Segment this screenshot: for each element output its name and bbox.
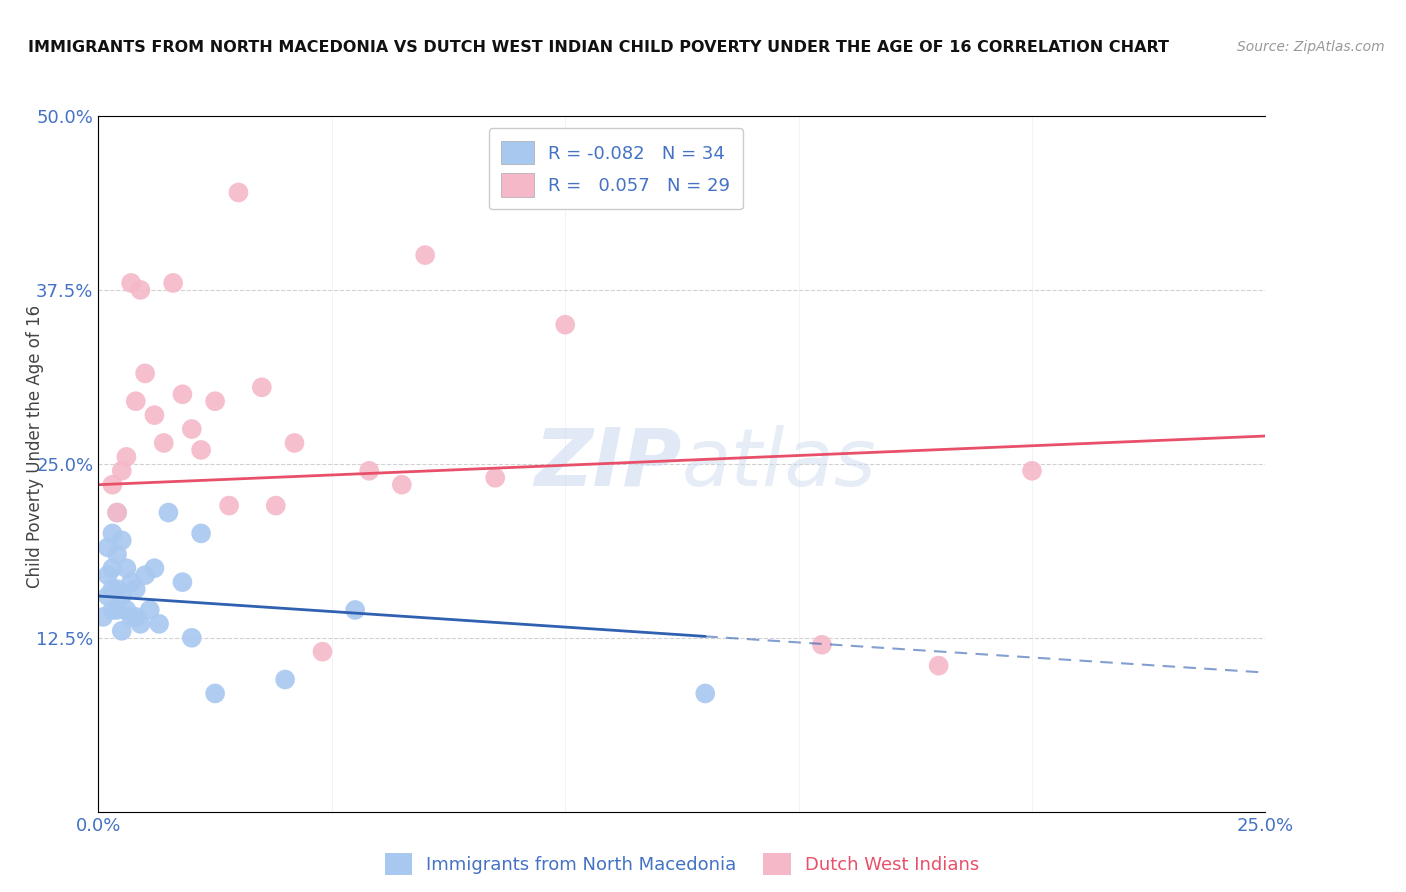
Point (695, 686, 717, 700)
Point (111, 464, 134, 478)
Text: Source: ZipAtlas.com: Source: ZipAtlas.com (1237, 40, 1385, 54)
Point (250, 380, 273, 394)
Point (554, 318, 576, 332)
Point (484, 471, 506, 485)
Point (120, 276, 142, 290)
Point (157, 506, 180, 520)
Point (143, 408, 166, 422)
Point (391, 477, 413, 491)
Point (204, 394, 226, 409)
Point (190, 442, 212, 457)
Point (180, 631, 202, 645)
Point (204, 686, 226, 700)
Point (344, 603, 367, 617)
Point (91, 610, 114, 624)
Point (105, 506, 128, 520)
Point (1021, 464, 1043, 478)
Point (359, 464, 381, 478)
Point (143, 561, 166, 575)
Point (139, 603, 162, 617)
Point (134, 568, 156, 582)
Point (120, 610, 142, 624)
Point (283, 436, 305, 450)
Point (172, 387, 194, 401)
Point (413, 248, 436, 262)
Point (105, 582, 128, 596)
Text: atlas: atlas (682, 425, 877, 503)
Point (125, 582, 148, 596)
Point (101, 477, 124, 491)
Point (105, 506, 128, 520)
Point (228, 186, 250, 200)
Point (111, 533, 134, 548)
Point (115, 603, 138, 617)
Point (101, 582, 124, 596)
Point (264, 499, 287, 513)
Text: Child Poverty Under the Age of 16: Child Poverty Under the Age of 16 (27, 304, 44, 588)
Point (111, 589, 134, 603)
Point (115, 450, 138, 464)
Point (97, 568, 120, 582)
Point (120, 575, 142, 590)
Point (101, 603, 124, 617)
Point (274, 673, 297, 687)
Point (97, 589, 120, 603)
Point (125, 610, 148, 624)
Point (115, 561, 138, 575)
Point (162, 276, 184, 290)
Point (129, 616, 152, 631)
Point (129, 283, 152, 297)
Point (180, 422, 202, 436)
Point (111, 624, 134, 638)
Point (811, 638, 834, 652)
Text: IMMIGRANTS FROM NORTH MACEDONIA VS DUTCH WEST INDIAN CHILD POVERTY UNDER THE AGE: IMMIGRANTS FROM NORTH MACEDONIA VS DUTCH… (28, 40, 1170, 55)
Point (152, 436, 174, 450)
Point (97, 541, 120, 555)
Point (311, 645, 333, 659)
Point (148, 616, 170, 631)
Legend: Immigrants from North Macedonia, Dutch West Indians: Immigrants from North Macedonia, Dutch W… (377, 847, 987, 883)
Point (105, 603, 128, 617)
Point (218, 499, 240, 513)
Point (134, 367, 156, 381)
Point (105, 547, 128, 561)
Point (190, 526, 212, 541)
Point (101, 561, 124, 575)
Point (101, 526, 124, 541)
Text: ZIP: ZIP (534, 425, 682, 503)
Point (928, 658, 950, 673)
Point (172, 575, 194, 590)
Point (125, 394, 148, 409)
